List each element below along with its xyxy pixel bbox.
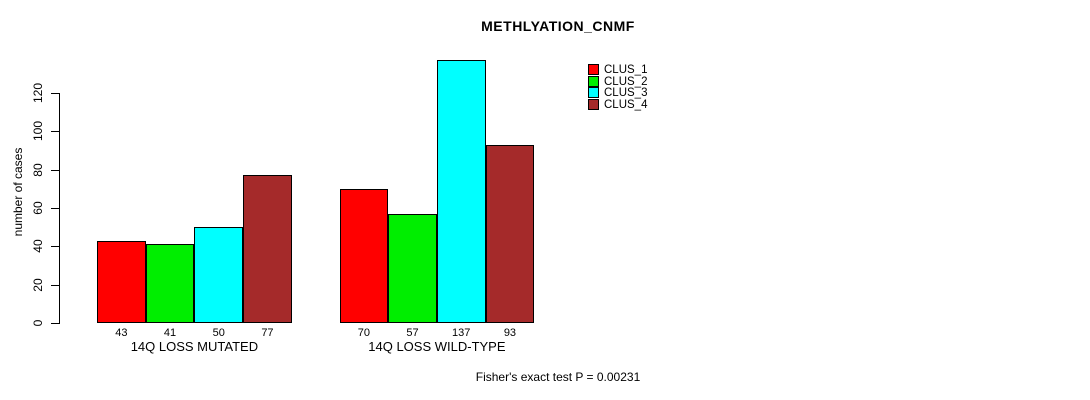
legend-swatch-clus_1 (588, 64, 599, 75)
y-tick-label: 0 (31, 319, 45, 327)
y-tick (51, 169, 59, 171)
bar-value-label: 137 (452, 327, 471, 339)
legend-swatch-clus_2 (588, 75, 599, 87)
bar-value-label: 43 (115, 327, 128, 339)
y-tick-label: 20 (31, 277, 45, 292)
bar-value-label: 70 (357, 327, 370, 339)
y-tick (51, 93, 59, 94)
legend-label: CLUS_3 (604, 87, 648, 100)
y-tick-label: 60 (31, 201, 45, 215)
group-label: 14Q LOSS WILD-TYPE (368, 339, 506, 354)
bar-clus_1-group1 (97, 240, 146, 323)
bar-clus_1-group2 (339, 188, 389, 323)
y-tick (51, 246, 59, 248)
legend-swatch-clus_3 (588, 87, 599, 99)
bar-value-label: 41 (163, 327, 177, 339)
bar-clus_3-group2 (436, 60, 486, 323)
bar-value-label: 93 (503, 327, 517, 339)
bar-clus_2-group1 (145, 244, 195, 323)
legend-swatch-clus_4 (588, 99, 599, 111)
y-tick (51, 323, 59, 324)
bar-clus_4-group2 (485, 144, 535, 323)
legend-label: CLUS_4 (604, 99, 648, 112)
legend-label: CLUS_2 (604, 75, 648, 88)
y-tick-label: 100 (31, 121, 45, 142)
y-axis-line (59, 93, 60, 324)
group-label: 14Q LOSS MUTATED (130, 339, 259, 354)
y-tick (51, 284, 59, 286)
y-tick (51, 208, 59, 209)
y-tick-label: 40 (31, 239, 45, 254)
y-axis-title: number of cases (11, 147, 25, 237)
fisher-test-annotation: Fisher's exact test P = 0.00231 (475, 370, 641, 384)
bar-value-label: 57 (406, 327, 419, 339)
bar-clus_4-group1 (243, 175, 292, 323)
y-tick-label: 80 (31, 162, 45, 177)
chart-title: METHLYATION_CNMF (481, 18, 635, 34)
y-tick (51, 131, 59, 133)
bar-clus_3-group1 (194, 227, 244, 323)
bar-value-label: 50 (212, 327, 225, 339)
legend-label: CLUS_1 (604, 64, 648, 76)
y-tick-label: 120 (31, 82, 45, 104)
bar-clus_2-group2 (388, 213, 437, 323)
bar-value-label: 77 (261, 327, 274, 339)
